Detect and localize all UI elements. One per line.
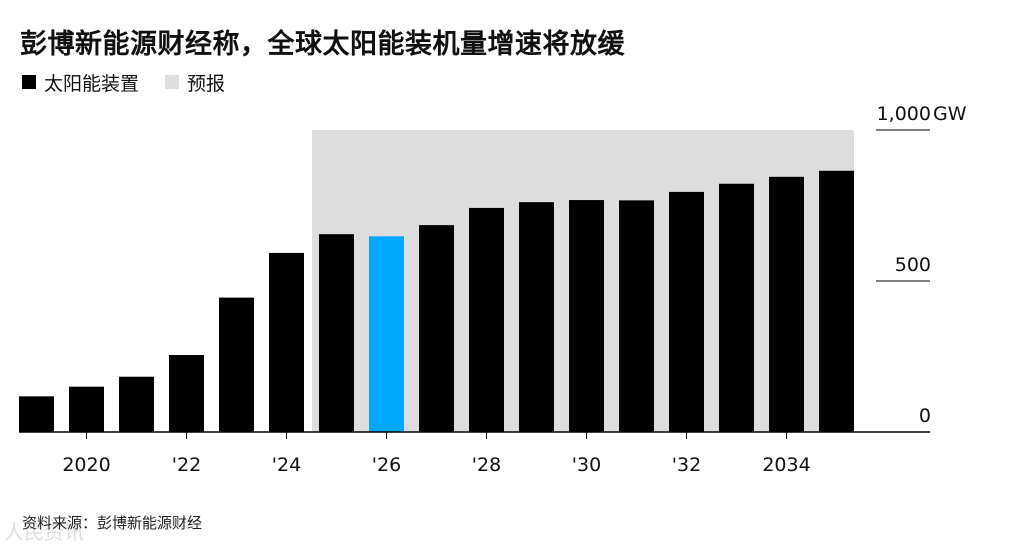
- x-tick-label-2026: '26: [372, 454, 401, 476]
- bar-2028: [469, 207, 504, 432]
- legend-label-forecast: 预报: [187, 72, 226, 95]
- x-tick-label-2020: 2020: [62, 454, 110, 476]
- y-unit-label: GW: [933, 103, 967, 125]
- x-tick-label-2030: '30: [572, 454, 601, 476]
- chart-title: 彭博新能源财经称，全球太阳能装机量增速将放缓: [20, 29, 625, 60]
- legend-swatch-installations: [22, 75, 36, 89]
- x-tick-label-2024: '24: [272, 454, 301, 476]
- legend: 太阳能装置 预报: [22, 69, 251, 96]
- x-tick-label-2032: '32: [672, 454, 701, 476]
- bar-2019: [19, 396, 54, 432]
- legend-item-installations: 太阳能装置: [22, 69, 139, 96]
- source-note: 资料来源：彭博新能源财经: [22, 514, 203, 532]
- y-tick-label-1000: 1,000: [877, 103, 931, 125]
- legend-label-installations: 太阳能装置: [44, 72, 140, 95]
- bar-2032: [669, 191, 704, 432]
- bar-2034: [769, 176, 804, 432]
- bar-2031: [619, 200, 654, 432]
- bar-2027: [419, 225, 454, 432]
- bar-2024: [269, 252, 304, 432]
- legend-item-forecast: 预报: [165, 69, 225, 96]
- watermark: 人民资讯: [4, 520, 84, 544]
- x-tick-label-2028: '28: [472, 454, 501, 476]
- bar-2021: [119, 376, 154, 432]
- y-tick-label-500: 500: [895, 254, 931, 276]
- bar-2026: [369, 236, 404, 432]
- x-tick-label-2022: '22: [172, 454, 201, 476]
- legend-swatch-forecast: [165, 75, 180, 89]
- bar-2020: [69, 386, 104, 432]
- bar-2025: [319, 234, 354, 432]
- bar-2022: [169, 354, 204, 432]
- bar-2029: [519, 202, 554, 432]
- x-tick-label-2034: 2034: [762, 454, 810, 476]
- bar-2035: [819, 170, 854, 432]
- bar-2023: [219, 297, 254, 432]
- bar-2030: [569, 200, 604, 432]
- y-tick-label-0: 0: [919, 405, 931, 427]
- bar-2033: [719, 183, 754, 432]
